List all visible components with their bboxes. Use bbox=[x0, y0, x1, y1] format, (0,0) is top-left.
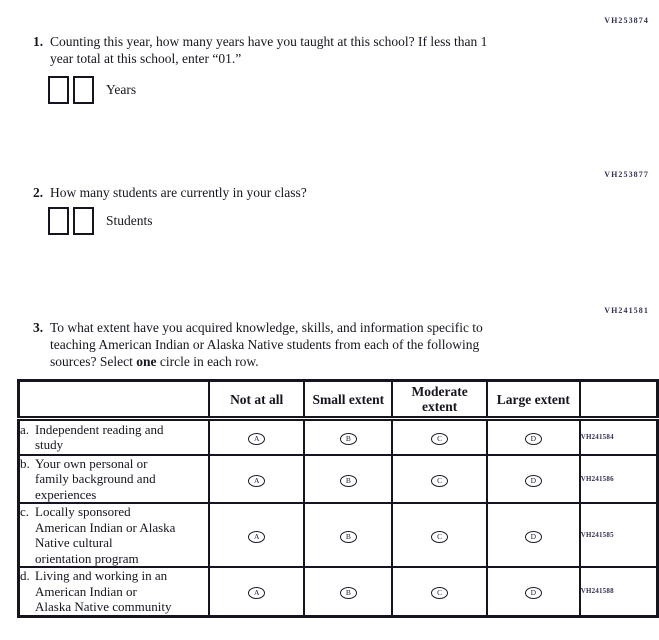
option-bubble-c[interactable]: C bbox=[431, 433, 449, 446]
column-header-not-at-all: Not at all bbox=[207, 379, 306, 421]
option-bubble-a[interactable]: A bbox=[248, 531, 266, 543]
column-header-small-extent: Small extent bbox=[303, 379, 394, 421]
digit-box[interactable] bbox=[48, 76, 69, 104]
option-cell: D bbox=[486, 453, 581, 504]
option-cell: C bbox=[391, 417, 488, 456]
row-letter: b. bbox=[20, 455, 30, 471]
answer-unit-label: Students bbox=[106, 213, 153, 228]
option-cell: A bbox=[207, 453, 306, 504]
row-label-line: study bbox=[35, 437, 64, 453]
option-bubble-d[interactable]: D bbox=[524, 474, 542, 487]
option-bubble-b[interactable]: B bbox=[339, 531, 357, 543]
question-text-segment: sources? Select bbox=[50, 354, 137, 369]
option-bubble-b[interactable]: B bbox=[339, 474, 357, 487]
option-cell: A bbox=[207, 417, 306, 456]
option-bubble-c[interactable]: C bbox=[431, 474, 449, 487]
option-cell: B bbox=[303, 453, 394, 504]
option-cell: C bbox=[391, 566, 488, 617]
option-cell: D bbox=[486, 502, 581, 568]
question-2: 2. How many students are currently in yo… bbox=[33, 184, 550, 201]
row-label-line: American Indian or Alaska bbox=[35, 519, 176, 535]
question-text-segment: circle in each row. bbox=[156, 354, 259, 369]
option-bubble-a[interactable]: A bbox=[248, 587, 266, 600]
question-1-answer-area: Years bbox=[48, 76, 136, 104]
code-column-header bbox=[578, 379, 659, 421]
option-bubble-d[interactable]: D bbox=[524, 433, 542, 446]
row-label-line: Living and working in an bbox=[35, 568, 168, 583]
option-cell: D bbox=[486, 566, 581, 617]
question-2-code: VH253877 bbox=[604, 170, 649, 179]
question-1: 1. Counting this year, how many years ha… bbox=[33, 33, 550, 67]
option-bubble-b[interactable]: B bbox=[339, 587, 357, 600]
row-letter: c. bbox=[20, 504, 30, 519]
option-cell: D bbox=[486, 417, 581, 456]
table-row-d: d. Living and working in an American Ind… bbox=[17, 566, 659, 617]
table-row-c: c. Locally sponsored American Indian or … bbox=[17, 502, 659, 568]
row-label-line: experiences bbox=[35, 486, 97, 502]
question-3-number: 3. bbox=[33, 320, 44, 335]
row-label-line: Locally sponsored bbox=[35, 504, 131, 519]
column-header-large-extent: Large extent bbox=[486, 379, 581, 421]
question-3-text: To what extent have you acquired knowled… bbox=[50, 319, 550, 370]
question-text-line: How many students are currently in your … bbox=[50, 185, 307, 200]
option-bubble-b[interactable]: B bbox=[339, 433, 357, 446]
table-header-row: Not at all Small extent Moderate extent … bbox=[17, 379, 659, 421]
question-text-line: sources? Select one circle in each row. bbox=[50, 353, 550, 370]
row-label-line: Your own personal or bbox=[35, 455, 148, 471]
option-cell: A bbox=[207, 566, 306, 617]
row-label-line: Independent reading and bbox=[35, 421, 164, 437]
question-1-text: Counting this year, how many years have … bbox=[50, 33, 550, 67]
option-cell: C bbox=[391, 502, 488, 568]
question-2-number: 2. bbox=[33, 185, 44, 200]
question-3: 3. To what extent have you acquired know… bbox=[33, 319, 550, 370]
column-header-moderate-extent: Moderate extent bbox=[391, 379, 488, 421]
row-label-line: orientation program bbox=[35, 550, 139, 566]
question-text-line: teaching American Indian or Alaska Nativ… bbox=[50, 337, 480, 352]
question-1-code: VH253874 bbox=[604, 16, 649, 25]
table-row-b: b. Your own personal or family backgroun… bbox=[17, 453, 659, 504]
digit-box[interactable] bbox=[73, 76, 94, 104]
row-label: d. Living and working in an American Ind… bbox=[17, 566, 210, 617]
row-letter: a. bbox=[20, 421, 30, 437]
row-label-line: Native cultural bbox=[35, 535, 113, 550]
row-label-line: American Indian or bbox=[35, 583, 137, 599]
option-bubble-c[interactable]: C bbox=[431, 587, 449, 600]
table-row-a: a. Independent reading and study A B C D… bbox=[17, 417, 659, 456]
question-text-line: Counting this year, how many years have … bbox=[50, 34, 488, 49]
option-bubble-d[interactable]: D bbox=[524, 587, 542, 600]
option-cell: A bbox=[207, 502, 306, 568]
option-cell: B bbox=[303, 502, 394, 568]
option-bubble-c[interactable]: C bbox=[431, 531, 449, 543]
option-cell: B bbox=[303, 566, 394, 617]
extent-table: Not at all Small extent Moderate extent … bbox=[17, 379, 659, 618]
option-cell: C bbox=[391, 453, 488, 504]
row-label: b. Your own personal or family backgroun… bbox=[17, 453, 210, 504]
option-bubble-a[interactable]: A bbox=[248, 474, 266, 487]
question-text-line: year total at this school, enter “01.” bbox=[50, 51, 242, 66]
digit-box[interactable] bbox=[73, 207, 94, 235]
row-letter: d. bbox=[20, 568, 30, 583]
question-2-text: How many students are currently in your … bbox=[50, 184, 550, 201]
digit-box[interactable] bbox=[48, 207, 69, 235]
question-text-line: To what extent have you acquired knowled… bbox=[50, 320, 483, 335]
row-code: VH241584 bbox=[578, 417, 659, 456]
row-code: VH241585 bbox=[578, 502, 659, 568]
row-label: a. Independent reading and study bbox=[17, 417, 210, 456]
question-text-bold-word: one bbox=[136, 354, 157, 369]
question-1-number: 1. bbox=[33, 34, 44, 49]
row-label-line: family background and bbox=[35, 471, 156, 486]
row-label: c. Locally sponsored American Indian or … bbox=[17, 502, 210, 568]
question-2-answer-area: Students bbox=[48, 207, 153, 235]
row-label-line: Alaska Native community bbox=[35, 599, 172, 614]
answer-unit-label: Years bbox=[106, 82, 137, 97]
row-label-header bbox=[17, 379, 210, 421]
row-code: VH241588 bbox=[578, 566, 659, 617]
row-code: VH241586 bbox=[578, 453, 659, 504]
option-bubble-a[interactable]: A bbox=[248, 433, 266, 446]
option-cell: B bbox=[303, 417, 394, 456]
question-3-code: VH241581 bbox=[604, 306, 649, 315]
option-bubble-d[interactable]: D bbox=[524, 531, 542, 543]
